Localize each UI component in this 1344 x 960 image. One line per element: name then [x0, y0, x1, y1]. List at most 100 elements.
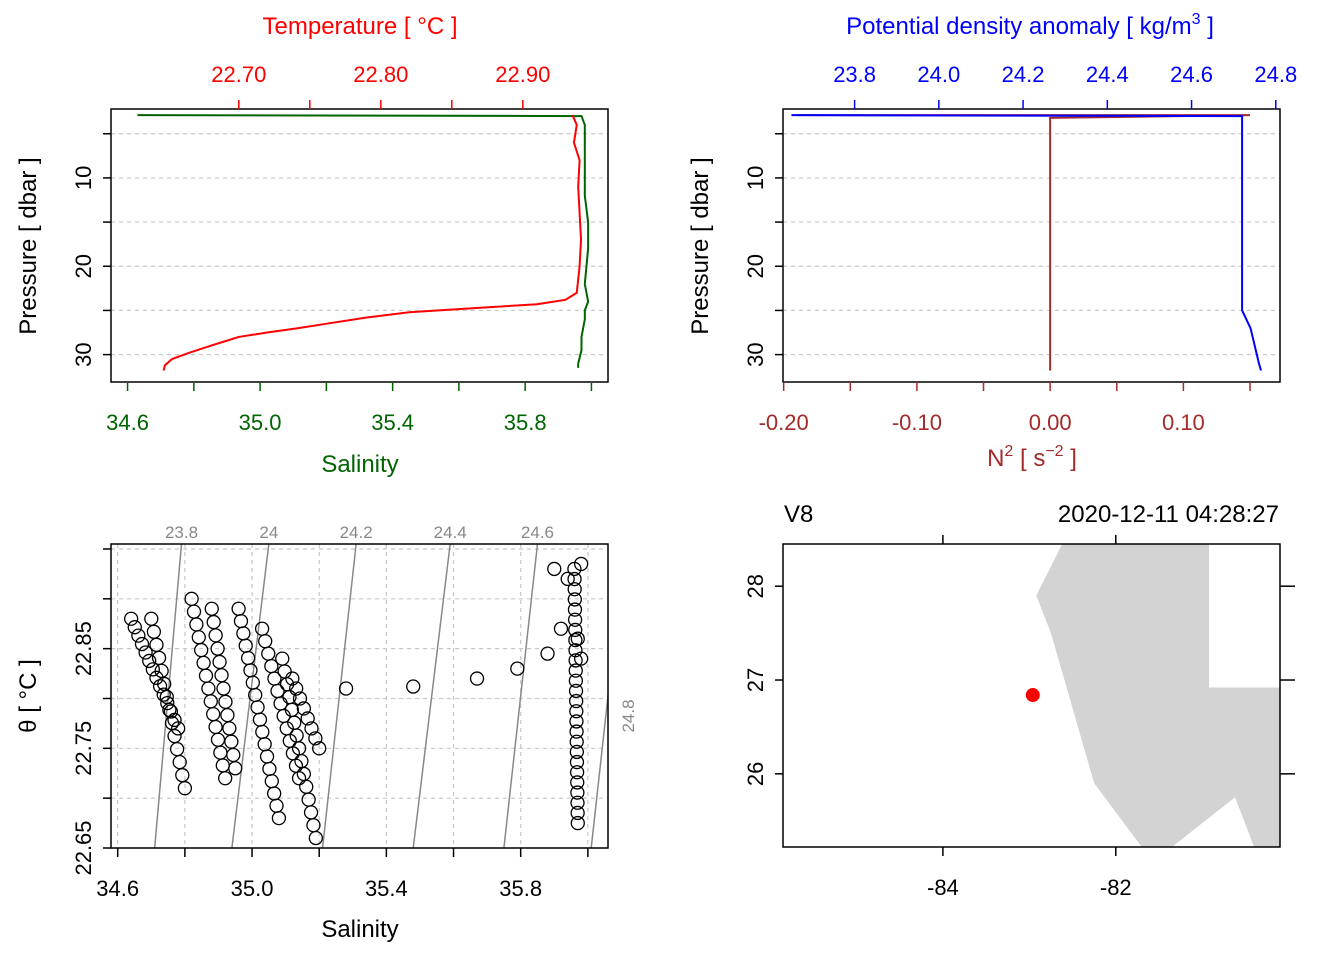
ts-point [308, 731, 323, 746]
ts-point [269, 798, 284, 813]
isopycnal-label: 23.8 [165, 523, 198, 542]
ts-point [255, 724, 270, 740]
pressure-tick-label: 10 [71, 166, 96, 190]
pressure-tick-label: 10 [743, 166, 768, 190]
ts-diagram-frame [110, 543, 609, 849]
ts-point [304, 721, 319, 736]
salinity-profile-line [137, 114, 590, 368]
isopycnal-line [231, 544, 270, 848]
ts-point [567, 592, 582, 607]
density-tick-label: 24.6 [1170, 62, 1213, 87]
isopycnal-label: 24.8 [619, 699, 638, 732]
ts-point [144, 611, 159, 626]
salinity-tick-label: 35.4 [371, 410, 414, 435]
ts-point [301, 792, 316, 807]
ts-point [254, 621, 270, 636]
ts-point [275, 651, 290, 666]
ts-point [169, 741, 185, 757]
ts-point [218, 771, 233, 786]
ts-point [567, 612, 583, 627]
ts-point [189, 617, 204, 632]
ts-point [569, 724, 584, 739]
ts-point [570, 815, 585, 831]
density-profile-top-title: Potential density anomaly [ kg/m3 ] [846, 11, 1214, 40]
ts-profile-top-title: Temperature [ °C ] [263, 13, 458, 40]
ts-point [146, 624, 162, 639]
ts-point [292, 691, 308, 706]
pressure-tick-label: 20 [71, 254, 96, 278]
ts-diagram-isopycnal-labels: 23.8 24 24.2 24.4 24.6 24.8 [165, 523, 638, 733]
ts-point [226, 747, 241, 763]
ts-point [218, 694, 233, 709]
n2-tick-label: -0.10 [892, 410, 942, 435]
salinity-tick-label: 34.6 [96, 876, 139, 901]
temperature-tick-label: 22.90 [495, 62, 550, 87]
ts-point [469, 671, 485, 686]
density-tick-label: 24.0 [917, 62, 960, 87]
ts-point [570, 795, 585, 810]
ts-point [238, 638, 253, 653]
ts-point [300, 711, 315, 726]
density-tick-label: 24.8 [1254, 62, 1297, 87]
ts-point [258, 634, 273, 649]
ts-point [191, 630, 206, 645]
ts-point [294, 753, 309, 769]
ts-point [540, 646, 555, 661]
latitude-tick-label: 26 [743, 762, 768, 786]
ts-point [243, 663, 258, 678]
pressure-tick-label: 20 [743, 254, 768, 278]
ts-profile-y-title: Pressure [ dbar ] [15, 157, 42, 334]
ts-profile-ticks: 10 20 30 22.70 22.80 22.90 34.6 35.0 35.4 35.8 [71, 62, 593, 435]
ts-point [569, 704, 584, 719]
ts-point [553, 621, 569, 636]
ts-point [570, 785, 585, 800]
ts-point [261, 646, 276, 661]
ts-profile-frame [110, 108, 609, 383]
ts-point [573, 651, 589, 666]
ts-point [186, 604, 202, 619]
ts-profile-bottom-title: Salinity [321, 451, 398, 478]
ts-point [569, 734, 584, 749]
ts-point [406, 679, 421, 694]
density-profile-line [791, 114, 1263, 371]
isopycnal-label: 24.4 [434, 523, 467, 542]
ts-point [204, 601, 219, 616]
ts-point [212, 654, 227, 670]
density-tick-label: 23.8 [833, 62, 876, 87]
ts-point [160, 695, 175, 711]
ts-point [306, 818, 321, 833]
temperature-tick-label: 22.80 [353, 62, 408, 87]
ts-point [208, 719, 223, 735]
density-profile-ticks: 10 20 30 23.8 24.0 24.2 24.4 24.6 24.8 -0.20 -0.10… [743, 62, 1297, 435]
ts-point [547, 561, 562, 577]
isopycnal-line [321, 544, 357, 848]
ts-point [569, 765, 585, 780]
ts-point [568, 622, 583, 638]
ts-point [138, 645, 153, 660]
ts-point [567, 571, 582, 587]
salinity-tick-label: 35.0 [231, 876, 274, 901]
latitude-tick-label: 27 [743, 668, 768, 692]
n2-tick-label: 0.00 [1029, 410, 1072, 435]
n2-tick-label: -0.20 [759, 410, 809, 435]
temperature-tick-label: 22.70 [211, 62, 266, 87]
ts-point [206, 614, 221, 630]
ts-point [210, 732, 226, 747]
station-datetime: 2020-12-11 04:28:27 [1058, 501, 1279, 528]
ts-point [222, 721, 237, 736]
density-profile-frame [782, 108, 1281, 383]
ts-point [206, 707, 221, 722]
isopycnal-label: 24.2 [340, 523, 373, 542]
ts-point [224, 734, 239, 749]
ts-point [156, 687, 171, 702]
ts-point [203, 694, 218, 709]
ts-point [123, 611, 139, 626]
ts-point [271, 810, 287, 826]
ts-point [201, 681, 216, 696]
isopycnal-label: 24 [259, 523, 278, 542]
ts-point [567, 602, 583, 617]
ts-point [149, 637, 164, 652]
pressure-tick-label: 30 [71, 342, 96, 366]
ts-point [570, 631, 585, 646]
ts-point [569, 693, 584, 709]
